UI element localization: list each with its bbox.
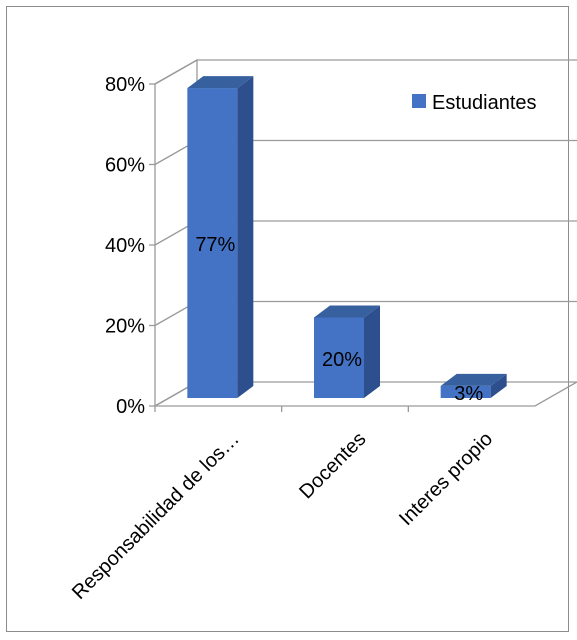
legend-swatch <box>412 94 426 108</box>
y-tick-label: 80% <box>105 74 145 96</box>
bar-front <box>314 317 364 398</box>
x-tick-label: Docentes <box>295 428 370 503</box>
bar-2 <box>314 305 380 398</box>
bar-1 <box>187 76 254 398</box>
bar-top <box>314 305 380 318</box>
y-tick-label: 0% <box>116 396 145 418</box>
y-tick-label: 60% <box>105 155 145 177</box>
bar-front <box>187 88 238 398</box>
data-label: 3% <box>454 383 483 405</box>
x-axis-tick-labels: Responsabilidad de los… Docentes Interes p… <box>68 406 497 604</box>
bar-3 <box>440 373 507 398</box>
data-labels: 77% 20% 3% <box>195 234 483 405</box>
data-label: 77% <box>195 234 235 256</box>
bar-front <box>440 385 491 398</box>
legend: Estudiantes <box>412 92 537 114</box>
bar-side <box>490 373 507 398</box>
bar-top <box>440 373 507 386</box>
x-tick-label: Responsabilidad de los… <box>68 428 244 604</box>
y-tick-label: 40% <box>105 235 145 257</box>
x-tick-label: Interes propio <box>395 428 497 530</box>
gridline <box>154 59 577 85</box>
y-tick-label: 20% <box>105 316 145 338</box>
bars <box>187 76 507 398</box>
bar-top <box>187 76 254 89</box>
y-axis-tick-labels: 0% 20% 40% 60% 80% <box>105 74 145 418</box>
data-label: 20% <box>322 349 362 371</box>
bar-side <box>364 305 380 398</box>
chart-frame <box>6 6 569 632</box>
bar-side <box>237 76 254 398</box>
legend-entry-estudiantes: Estudiantes <box>432 92 537 114</box>
